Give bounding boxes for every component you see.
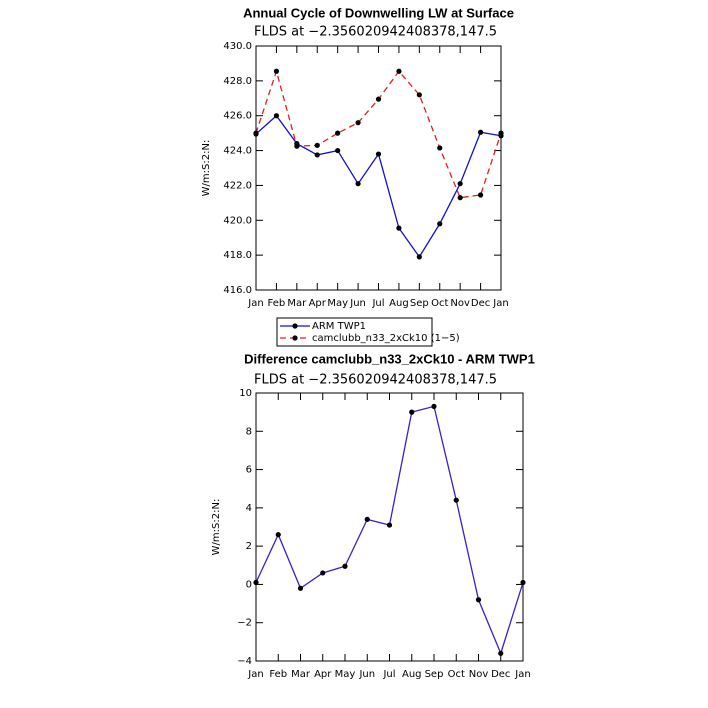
y-tick-label: 420.0 bbox=[223, 215, 252, 226]
data-point bbox=[314, 152, 320, 158]
data-point bbox=[437, 221, 443, 227]
data-point bbox=[355, 120, 361, 126]
y-tick-label: 6 bbox=[246, 465, 252, 476]
y-tick-label: −4 bbox=[237, 656, 252, 667]
y-tick-label: 10 bbox=[239, 388, 252, 399]
x-tick-label: Oct bbox=[448, 669, 465, 680]
y-tick-label: 422.0 bbox=[223, 180, 252, 191]
data-point bbox=[273, 68, 280, 74]
data-point bbox=[437, 145, 443, 151]
x-tick-label: Nov bbox=[469, 669, 489, 680]
x-tick-label: Jul bbox=[382, 669, 395, 680]
x-tick-label: Jun bbox=[349, 298, 366, 309]
y-tick-label: 8 bbox=[246, 426, 252, 437]
x-tick-label: Jan bbox=[492, 298, 508, 309]
data-point bbox=[386, 522, 393, 528]
data-line bbox=[255, 114, 502, 259]
legend-label: camclubb_n33_2xCk10 (1−5) bbox=[312, 333, 460, 344]
data-point bbox=[342, 563, 348, 569]
x-tick-label: May bbox=[327, 298, 348, 309]
chart-subtitle: FLDS at −2.356020942408378,147.5 bbox=[254, 373, 497, 388]
chart-subtitle: FLDS at −2.356020942408378,147.5 bbox=[254, 25, 497, 40]
legend-box bbox=[276, 317, 433, 347]
data-point bbox=[498, 650, 504, 656]
data-point bbox=[253, 579, 259, 586]
data-point bbox=[355, 181, 361, 187]
data-point bbox=[453, 497, 459, 503]
y-tick-label: 426.0 bbox=[223, 111, 252, 122]
data-point bbox=[273, 113, 280, 119]
y-axis-label: W/m:S:2:N: bbox=[201, 140, 212, 197]
y-tick-label: 416.0 bbox=[223, 285, 252, 296]
data-point bbox=[314, 142, 320, 148]
x-tick-label: Jun bbox=[358, 669, 375, 680]
y-tick-label: 2 bbox=[246, 541, 252, 552]
data-point bbox=[477, 129, 484, 135]
y-tick-label: 424.0 bbox=[223, 146, 252, 157]
x-tick-label: Jan bbox=[247, 298, 263, 309]
legend-marker bbox=[292, 335, 298, 341]
data-point bbox=[457, 195, 463, 201]
y-tick-label: 428.0 bbox=[223, 76, 252, 87]
x-tick-label: Feb bbox=[268, 298, 286, 309]
data-point bbox=[396, 225, 402, 231]
data-point bbox=[375, 96, 382, 102]
plot-frame bbox=[255, 45, 502, 291]
y-tick-label: 430.0 bbox=[223, 41, 252, 52]
data-point bbox=[520, 579, 526, 586]
data-point bbox=[477, 192, 484, 198]
legend-marker bbox=[292, 323, 298, 329]
chart-title: Annual Cycle of Downwelling LW at Surfac… bbox=[243, 5, 514, 20]
chart-title: Difference camclubb_n33_2xCk10 - ARM TWP… bbox=[244, 351, 535, 366]
y-tick-label: 4 bbox=[246, 503, 252, 514]
data-point bbox=[253, 130, 259, 136]
data-point bbox=[416, 92, 422, 98]
data-point bbox=[396, 68, 402, 74]
x-tick-label: Jul bbox=[371, 298, 384, 309]
x-tick-label: Nov bbox=[450, 298, 470, 309]
data-point bbox=[409, 409, 415, 415]
data-point bbox=[335, 147, 341, 154]
data-point bbox=[375, 151, 382, 157]
data-point bbox=[498, 130, 504, 136]
x-tick-label: Sep bbox=[425, 669, 444, 680]
data-line bbox=[255, 405, 524, 656]
data-point bbox=[416, 254, 422, 260]
data-point bbox=[297, 585, 304, 591]
legend-label: ARM TWP1 bbox=[312, 321, 366, 332]
x-tick-label: Dec bbox=[471, 298, 490, 309]
x-tick-label: Mar bbox=[287, 298, 307, 309]
y-tick-label: 418.0 bbox=[223, 250, 252, 261]
data-point bbox=[275, 532, 281, 538]
x-tick-label: Aug bbox=[402, 669, 422, 680]
x-tick-label: Jan bbox=[247, 669, 263, 680]
x-tick-label: Aug bbox=[389, 298, 409, 309]
data-point bbox=[475, 597, 482, 603]
x-tick-label: Apr bbox=[314, 669, 332, 680]
x-tick-label: May bbox=[335, 669, 356, 680]
x-tick-label: Dec bbox=[491, 669, 510, 680]
data-point bbox=[431, 403, 437, 409]
y-tick-label: 0 bbox=[246, 579, 252, 590]
x-tick-label: Apr bbox=[309, 298, 327, 309]
y-axis-label: W/m:S:2:N: bbox=[211, 499, 222, 556]
data-point bbox=[364, 516, 370, 522]
x-tick-label: Oct bbox=[431, 298, 448, 309]
x-tick-label: Mar bbox=[291, 669, 311, 680]
data-point bbox=[457, 181, 463, 187]
data-line bbox=[255, 69, 502, 199]
x-tick-label: Jan bbox=[514, 669, 530, 680]
x-tick-label: Sep bbox=[410, 298, 429, 309]
data-point bbox=[294, 143, 300, 149]
x-tick-label: Feb bbox=[269, 669, 287, 680]
y-tick-label: −2 bbox=[237, 618, 252, 629]
data-point bbox=[335, 130, 341, 136]
data-point bbox=[320, 570, 326, 576]
